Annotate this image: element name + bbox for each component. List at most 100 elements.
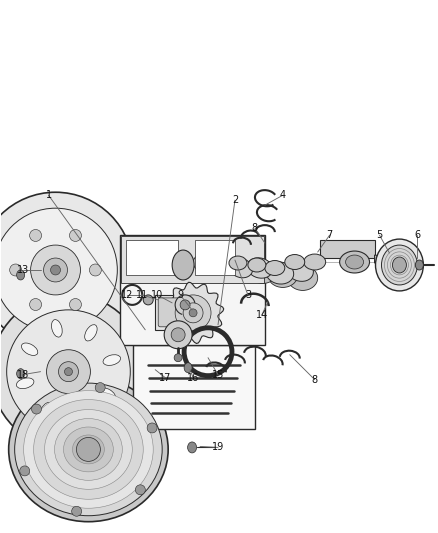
Ellipse shape — [21, 343, 38, 356]
Ellipse shape — [64, 427, 113, 472]
Circle shape — [59, 362, 78, 382]
Ellipse shape — [17, 369, 25, 378]
Text: 4: 4 — [280, 190, 286, 200]
Circle shape — [143, 295, 153, 305]
Ellipse shape — [288, 265, 318, 290]
Text: 2: 2 — [232, 195, 238, 205]
Text: 16: 16 — [187, 373, 199, 383]
Ellipse shape — [9, 377, 168, 522]
Circle shape — [7, 310, 130, 433]
Bar — [121, 236, 264, 283]
Ellipse shape — [72, 506, 81, 516]
Text: 11: 11 — [136, 290, 148, 300]
Text: 14: 14 — [256, 310, 268, 320]
Ellipse shape — [16, 378, 34, 389]
Ellipse shape — [211, 256, 233, 274]
Polygon shape — [133, 345, 255, 430]
Text: 5: 5 — [376, 230, 383, 240]
Ellipse shape — [229, 256, 247, 270]
Text: 7: 7 — [326, 230, 333, 240]
Ellipse shape — [147, 423, 157, 433]
Circle shape — [30, 230, 42, 241]
Ellipse shape — [20, 466, 30, 476]
Text: 13: 13 — [17, 265, 29, 275]
Ellipse shape — [346, 255, 364, 269]
Circle shape — [70, 298, 81, 311]
Ellipse shape — [32, 404, 42, 414]
Text: 6: 6 — [414, 230, 420, 240]
Ellipse shape — [415, 260, 424, 270]
Text: 12: 12 — [121, 290, 134, 300]
Polygon shape — [120, 235, 265, 345]
Text: 9: 9 — [177, 290, 183, 300]
Text: 17: 17 — [159, 373, 171, 383]
Circle shape — [0, 208, 117, 332]
Ellipse shape — [339, 251, 370, 273]
Ellipse shape — [285, 255, 305, 270]
Ellipse shape — [99, 388, 116, 400]
Ellipse shape — [75, 406, 85, 424]
Ellipse shape — [286, 259, 313, 281]
Ellipse shape — [193, 254, 213, 271]
Circle shape — [0, 192, 133, 348]
Bar — [195, 240, 235, 275]
Text: 15: 15 — [212, 370, 224, 379]
Ellipse shape — [304, 254, 326, 270]
Ellipse shape — [265, 261, 285, 276]
Ellipse shape — [95, 383, 105, 393]
Circle shape — [77, 438, 100, 462]
Circle shape — [46, 350, 90, 393]
Polygon shape — [374, 255, 389, 263]
Bar — [320, 240, 374, 258]
Ellipse shape — [184, 362, 192, 373]
FancyBboxPatch shape — [158, 298, 187, 327]
Circle shape — [70, 230, 81, 241]
Ellipse shape — [85, 325, 97, 341]
Circle shape — [64, 368, 72, 376]
Circle shape — [189, 309, 197, 317]
Ellipse shape — [103, 354, 120, 366]
Ellipse shape — [248, 258, 266, 272]
Text: 3: 3 — [245, 290, 251, 300]
Bar — [126, 240, 178, 275]
Ellipse shape — [17, 270, 25, 280]
Ellipse shape — [52, 320, 62, 337]
Ellipse shape — [249, 261, 277, 284]
Polygon shape — [162, 282, 224, 343]
Circle shape — [10, 264, 21, 276]
Ellipse shape — [40, 402, 52, 419]
Circle shape — [89, 264, 101, 276]
Ellipse shape — [268, 263, 298, 287]
Ellipse shape — [24, 391, 153, 508]
Ellipse shape — [266, 262, 294, 284]
Circle shape — [30, 298, 42, 311]
Ellipse shape — [54, 418, 122, 480]
Text: 8: 8 — [252, 223, 258, 233]
Polygon shape — [155, 295, 190, 330]
Circle shape — [180, 300, 190, 310]
Ellipse shape — [172, 250, 194, 280]
Ellipse shape — [135, 485, 145, 495]
Circle shape — [50, 265, 60, 275]
Ellipse shape — [247, 258, 272, 278]
Ellipse shape — [211, 258, 235, 278]
Circle shape — [171, 328, 185, 342]
Text: 1: 1 — [46, 190, 52, 200]
Ellipse shape — [187, 442, 197, 453]
Text: 19: 19 — [212, 442, 224, 453]
Text: 10: 10 — [151, 290, 163, 300]
Ellipse shape — [14, 383, 162, 516]
Circle shape — [43, 258, 67, 282]
Circle shape — [175, 295, 195, 315]
Circle shape — [175, 295, 211, 331]
Circle shape — [183, 303, 203, 323]
Ellipse shape — [45, 409, 132, 489]
Text: 18: 18 — [17, 370, 29, 379]
Circle shape — [174, 354, 182, 362]
Text: 8: 8 — [311, 375, 318, 385]
Ellipse shape — [72, 435, 104, 464]
Ellipse shape — [229, 258, 253, 278]
Ellipse shape — [381, 245, 417, 285]
Ellipse shape — [34, 400, 143, 499]
Ellipse shape — [230, 260, 256, 280]
